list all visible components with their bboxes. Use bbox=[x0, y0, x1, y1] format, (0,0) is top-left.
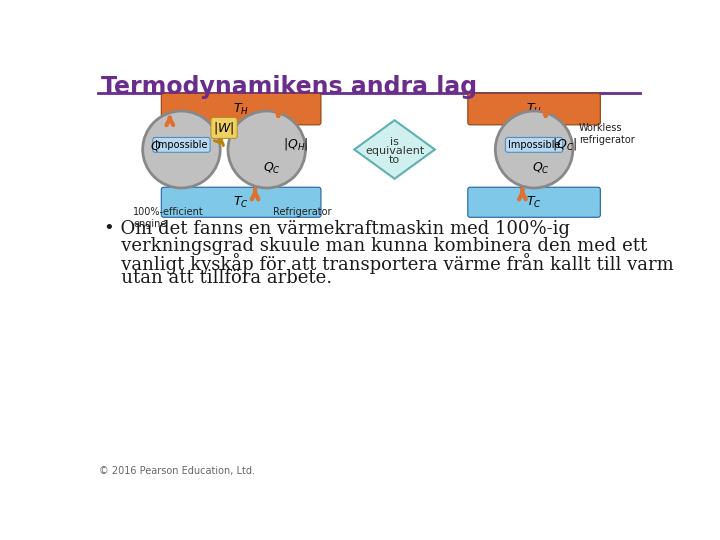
Text: $T_H$: $T_H$ bbox=[233, 102, 249, 117]
Text: $T_C$: $T_C$ bbox=[526, 195, 542, 210]
Text: Workless
refrigerator: Workless refrigerator bbox=[579, 123, 635, 145]
Text: $|Q_H|$: $|Q_H|$ bbox=[282, 136, 308, 152]
Text: Refrigerator: Refrigerator bbox=[273, 207, 331, 217]
FancyBboxPatch shape bbox=[161, 93, 321, 125]
Text: $|W|$: $|W|$ bbox=[213, 120, 235, 136]
FancyArrowPatch shape bbox=[542, 109, 549, 116]
FancyBboxPatch shape bbox=[161, 187, 321, 217]
Circle shape bbox=[143, 111, 220, 188]
Text: to: to bbox=[389, 156, 400, 165]
FancyArrowPatch shape bbox=[166, 118, 173, 125]
FancyArrowPatch shape bbox=[275, 109, 282, 116]
Text: © 2016 Pearson Education, Ltd.: © 2016 Pearson Education, Ltd. bbox=[99, 466, 256, 476]
Text: verkningsgrad skuule man kunna kombinera den med ett: verkningsgrad skuule man kunna kombinera… bbox=[104, 237, 647, 254]
FancyBboxPatch shape bbox=[468, 93, 600, 125]
Text: 100%-efficient
engine: 100%-efficient engine bbox=[133, 207, 204, 229]
Circle shape bbox=[228, 111, 305, 188]
Polygon shape bbox=[354, 120, 435, 179]
Text: utan att tillföra arbete.: utan att tillföra arbete. bbox=[104, 269, 332, 287]
Text: is: is bbox=[390, 137, 399, 147]
FancyBboxPatch shape bbox=[468, 187, 600, 217]
Text: $Q$: $Q$ bbox=[150, 139, 161, 153]
Text: $Q_C$: $Q_C$ bbox=[264, 160, 281, 176]
FancyArrowPatch shape bbox=[519, 190, 526, 199]
FancyArrowPatch shape bbox=[252, 190, 258, 199]
Text: $T_H$: $T_H$ bbox=[526, 102, 542, 117]
Circle shape bbox=[495, 111, 573, 188]
Text: • Om det fanns en värmekraftmaskin med 100%-ig: • Om det fanns en värmekraftmaskin med 1… bbox=[104, 220, 570, 238]
Text: equivalent: equivalent bbox=[365, 146, 424, 156]
Text: Impossible: Impossible bbox=[508, 140, 560, 150]
Text: $Q_C$: $Q_C$ bbox=[532, 160, 550, 176]
Text: Impossible: Impossible bbox=[156, 140, 207, 150]
Text: $|Q_C|$: $|Q_C|$ bbox=[552, 136, 577, 152]
Text: Termodynamikens andra lag: Termodynamikens andra lag bbox=[101, 75, 477, 99]
Text: vanligt kyskåp för att transportera värme från kallt till varm: vanligt kyskåp för att transportera värm… bbox=[104, 253, 674, 274]
Text: $T_C$: $T_C$ bbox=[233, 195, 249, 210]
